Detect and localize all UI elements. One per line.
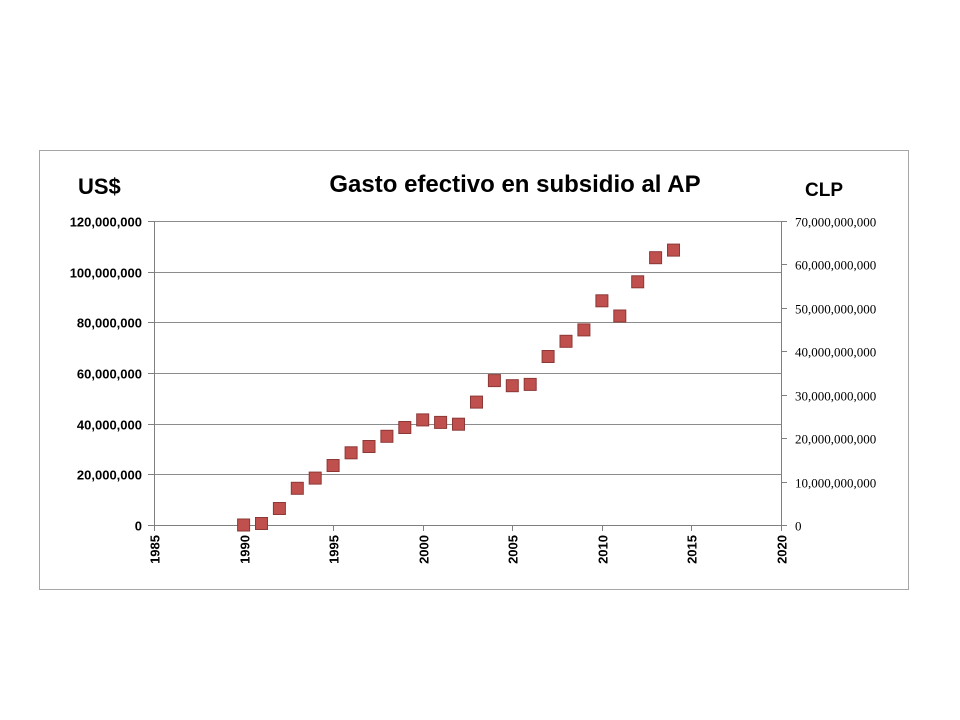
x-tick-label-7: 2020 xyxy=(775,535,790,564)
grid-lines xyxy=(154,221,781,475)
right-tick-label-7: 70,000,000,000 xyxy=(795,215,876,230)
x-tick-label-1: 1990 xyxy=(238,535,253,564)
left-axis-ticks: 0 20,000,000 40,000,000 60,000,000 80,000,00… xyxy=(70,215,154,534)
chart-title: Gasto efectivo en subsidio al AP xyxy=(329,171,700,198)
data-point-1992 xyxy=(272,502,286,515)
left-tick-label-3: 60,000,000 xyxy=(77,367,142,382)
data-point-2014 xyxy=(667,243,680,257)
x-tick-label-4: 2005 xyxy=(506,535,521,564)
right-axis-unit: CLP xyxy=(805,180,843,201)
data-point-2007 xyxy=(541,350,555,363)
data-point-1996 xyxy=(344,446,358,460)
data-point-2003 xyxy=(470,395,483,409)
data-points xyxy=(237,243,680,532)
data-point-1994 xyxy=(308,471,322,485)
data-point-2008 xyxy=(559,334,573,348)
data-point-2010 xyxy=(595,294,609,308)
right-tick-label-3: 30,000,000,000 xyxy=(795,389,876,404)
left-tick-label-5: 100,000,000 xyxy=(70,266,142,281)
left-axis-unit: US$ xyxy=(78,174,121,199)
data-point-2006 xyxy=(523,377,537,391)
right-axis-ticks: 0 10,000,000,000 20,000,000,000 30,000,000,… xyxy=(781,215,876,534)
data-point-2005 xyxy=(505,379,519,393)
right-tick-label-1: 10,000,000,000 xyxy=(795,476,876,491)
left-tick-label-4: 80,000,000 xyxy=(77,316,142,331)
data-point-1991 xyxy=(255,517,268,530)
data-point-2002 xyxy=(452,417,465,431)
right-tick-label-0: 0 xyxy=(795,519,802,534)
data-point-2009 xyxy=(577,323,591,337)
x-tick-label-5: 2010 xyxy=(596,535,611,564)
x-axis-ticks: 1985 1990 1995 2000 2005 2010 2015 2020 xyxy=(148,525,790,564)
left-tick-label-1: 20,000,000 xyxy=(77,468,142,483)
right-tick-label-6: 60,000,000,000 xyxy=(795,258,876,273)
data-point-2012 xyxy=(631,275,645,289)
data-point-1998 xyxy=(380,429,394,443)
data-point-1999 xyxy=(398,421,412,434)
right-tick-label-2: 20,000,000,000 xyxy=(795,432,876,447)
data-point-1995 xyxy=(326,459,340,472)
left-tick-label-2: 40,000,000 xyxy=(77,418,142,433)
data-point-2001 xyxy=(434,415,448,429)
x-tick-label-2: 1995 xyxy=(327,535,342,564)
x-tick-label-0: 1985 xyxy=(148,535,163,564)
data-point-2000 xyxy=(416,413,430,427)
x-tick-label-6: 2015 xyxy=(685,535,700,564)
data-point-1990 xyxy=(237,518,251,532)
left-tick-label-6: 120,000,000 xyxy=(70,215,142,230)
x-tick-label-3: 2000 xyxy=(417,535,432,564)
chart: Gasto efectivo en subsidio al AP US$ CLP… xyxy=(70,171,877,564)
data-point-2004 xyxy=(487,374,501,388)
right-tick-label-5: 50,000,000,000 xyxy=(795,302,876,317)
data-point-1993 xyxy=(290,481,304,495)
data-point-2013 xyxy=(649,251,663,265)
right-tick-label-4: 40,000,000,000 xyxy=(795,345,876,360)
left-tick-label-0: 0 xyxy=(135,519,142,534)
data-point-1997 xyxy=(362,440,376,453)
chart-frame: Gasto efectivo en subsidio al AP US$ CLP… xyxy=(39,150,909,590)
data-point-2011 xyxy=(613,309,627,323)
